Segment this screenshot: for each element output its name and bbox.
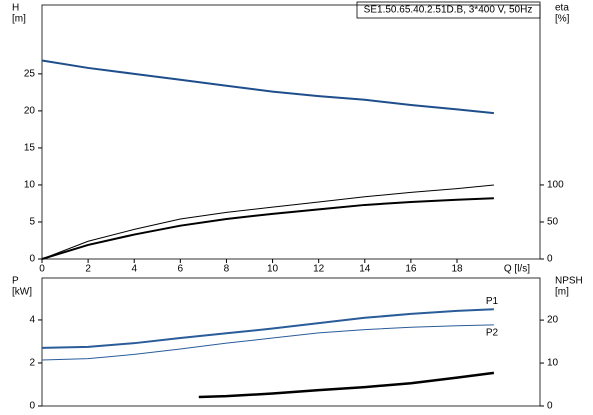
x-tick-label: 18: [451, 264, 463, 275]
chart-title: SE1.50.65.40.2.51D.B, 3*400 V, 50Hz: [364, 5, 533, 16]
x-tick-label: 6: [178, 264, 184, 275]
series-label: P2: [486, 328, 499, 339]
y-tick-label: 10: [24, 180, 36, 191]
y2-tick-label: 0: [547, 401, 553, 412]
y2-tick-label: 10: [547, 358, 559, 369]
series-line: [41, 197, 494, 260]
plot-area: [41, 4, 541, 260]
y-tick-label: 20: [24, 106, 36, 117]
y2-axis-label: [%]: [555, 14, 570, 25]
plot-area: [41, 277, 541, 407]
y2-axis-label: [m]: [555, 287, 569, 298]
x-tick-label: 0: [39, 264, 45, 275]
y2-tick-label: 50: [547, 217, 559, 228]
y-tick-label: 4: [29, 315, 35, 326]
series-line: [198, 371, 495, 399]
y2-axis-label: eta: [555, 3, 569, 14]
y-tick-label: 5: [29, 217, 35, 228]
y-axis-label: [kW]: [12, 287, 32, 298]
x-tick-label: 4: [131, 264, 137, 275]
y2-axis-label: NPSH: [555, 276, 583, 287]
y-axis-label: H: [12, 3, 19, 14]
y2-tick-label: 20: [547, 315, 559, 326]
x-tick-label: 12: [313, 264, 325, 275]
x-axis-label: Q [l/s]: [504, 264, 530, 275]
y-axis-label: [m]: [12, 14, 26, 25]
x-tick-label: 2: [85, 264, 91, 275]
y-tick-label: 2: [29, 358, 35, 369]
series-line: [41, 59, 494, 115]
y2-tick-label: 100: [547, 180, 564, 191]
x-tick-label: 10: [267, 264, 279, 275]
x-tick-label: 8: [224, 264, 230, 275]
y-tick-label: 15: [24, 143, 36, 154]
y-axis-label: P: [12, 276, 19, 287]
series-label: P1: [486, 296, 499, 307]
y2-tick-label: 0: [547, 254, 553, 265]
y-tick-label: 0: [29, 401, 35, 412]
y-tick-label: 0: [29, 254, 35, 265]
y-tick-label: 25: [24, 69, 36, 80]
x-tick-label: 14: [359, 264, 371, 275]
series-line: [41, 324, 494, 361]
series-line: [41, 308, 494, 349]
x-tick-label: 16: [405, 264, 417, 275]
series-line: [41, 184, 494, 260]
